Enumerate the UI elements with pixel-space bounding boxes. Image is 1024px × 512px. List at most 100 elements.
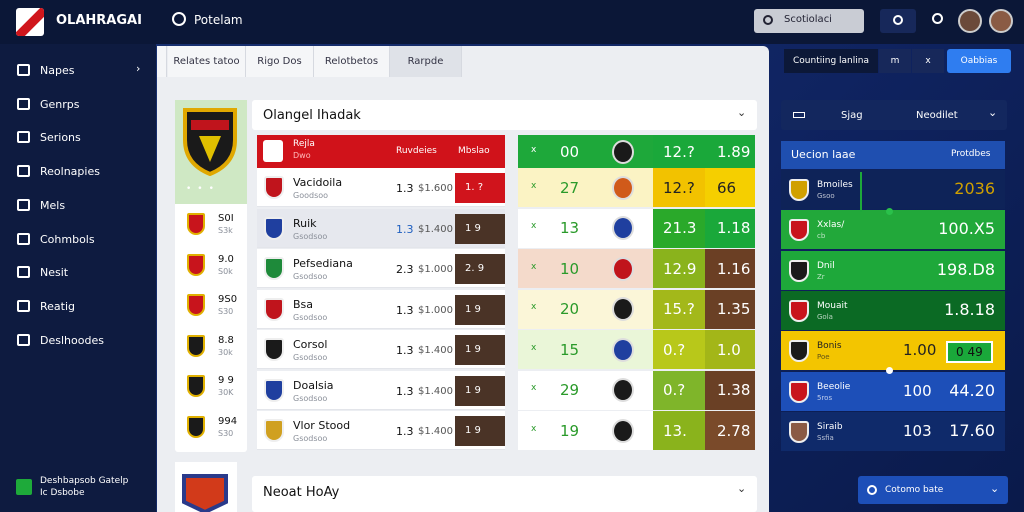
right-value[interactable]: 17.60 [949, 420, 995, 440]
filter-button[interactable]: Countiing lanlina [784, 49, 878, 73]
odds-left: 10 [560, 259, 580, 278]
odds-right[interactable]: 1.35 [705, 289, 755, 329]
odds-mid[interactable]: 0.? [653, 330, 705, 369]
nav-item[interactable]: Reatig [40, 299, 76, 313]
nav-item[interactable]: Reolnapies [40, 165, 100, 179]
odds-right[interactable]: 1.0 [705, 330, 755, 369]
nav-icon[interactable] [17, 198, 30, 211]
right-row [781, 250, 1005, 290]
row-crest [264, 419, 284, 442]
odds-right[interactable]: 1.38 [705, 370, 755, 410]
nav-item[interactable]: Genrps [40, 97, 80, 111]
right-value[interactable]: 44.20 [949, 380, 995, 400]
nav-icon[interactable] [17, 333, 30, 346]
price-box[interactable]: 1 9 [455, 416, 505, 446]
nav-item[interactable]: Napes [40, 64, 75, 77]
nav-item[interactable]: Serions [40, 131, 81, 145]
chevron[interactable]: ⌄ [737, 106, 747, 119]
user-button[interactable] [880, 9, 916, 33]
odds-mark: x [531, 144, 537, 155]
odds-right[interactable]: 66 [705, 168, 755, 207]
price-box[interactable]: 1 9 [455, 213, 505, 244]
price-box[interactable]: 1 9 [455, 294, 505, 325]
bottom-button[interactable] [858, 476, 1008, 504]
nav-item[interactable]: Deslhoodes [40, 333, 104, 347]
list-crest [187, 375, 205, 397]
nav-item[interactable]: Cohmbols [40, 232, 95, 246]
primary-button[interactable]: Oabbias [947, 49, 1011, 73]
odds-right[interactable]: 1.89 [705, 135, 755, 168]
odds-right[interactable]: 2.78 [705, 411, 755, 450]
right-value[interactable]: 0 49 [946, 341, 993, 364]
team-crest [182, 474, 228, 512]
row-crest [264, 338, 284, 361]
nav-icon[interactable] [17, 165, 30, 178]
cell: $1.000 [418, 304, 453, 316]
chevron[interactable]: ⌄ [988, 106, 998, 119]
right-value[interactable]: 198.D8 [936, 259, 995, 279]
right-name: Bonis [817, 341, 842, 352]
tab[interactable]: Relates tatoo [168, 46, 246, 77]
right-value[interactable]: 100.X5 [938, 219, 995, 239]
button-text: Oabbias [960, 56, 998, 66]
odds-mid[interactable]: 21.3 [653, 208, 705, 248]
tab[interactable]: Rarpde [390, 46, 462, 77]
odds-mid[interactable]: 0.? [653, 370, 705, 410]
chevron[interactable]: ⌄ [737, 482, 747, 495]
right-crest [789, 299, 809, 322]
nav-icon[interactable] [17, 299, 30, 312]
odds-mid[interactable]: 12.9 [653, 249, 705, 288]
list-value: 8.8 [218, 334, 234, 346]
odds-right[interactable]: 1.18 [705, 208, 755, 248]
search-icon[interactable] [932, 13, 943, 24]
right-value[interactable]: 1.8.18 [944, 299, 995, 319]
row-crest [264, 216, 284, 240]
bottom-title: Neoat HoAy [263, 485, 340, 500]
price-box[interactable]: 1 9 [455, 335, 505, 365]
list-sub: S3k [218, 226, 233, 235]
right-crest [789, 179, 809, 201]
odds-right[interactable]: 1.16 [705, 249, 755, 288]
nav-icon[interactable] [17, 64, 30, 76]
odds-mid[interactable]: 12.? [653, 168, 705, 207]
right-name: Siraib [817, 421, 843, 432]
cell: 2.3 [396, 263, 414, 276]
search-box[interactable]: Scotiolaci [754, 9, 864, 33]
cell: $1.400 [418, 385, 453, 397]
right-value[interactable]: 2036 [954, 179, 995, 198]
odds-mark: x [531, 342, 537, 353]
avatar[interactable] [989, 9, 1013, 33]
section-title: Potelam [194, 13, 243, 27]
tab[interactable]: Relotbetos [314, 46, 390, 77]
price-box[interactable]: 2. 9 [455, 254, 505, 284]
nav-icon[interactable] [17, 266, 30, 279]
avatar[interactable] [958, 9, 982, 33]
right-sub: Poe [817, 353, 830, 362]
list-value: 9 9 [218, 375, 234, 386]
team-sub: Goodsoo [293, 191, 329, 200]
list-sub: S30 [218, 428, 234, 438]
odds-mid[interactable]: 12.? [653, 135, 705, 168]
team-crest [183, 108, 237, 176]
row-crest [264, 257, 284, 280]
right-row [781, 170, 1005, 209]
nav-item[interactable]: Nesit [40, 266, 69, 280]
list-value: 994 [218, 415, 238, 427]
icon-button[interactable]: x [912, 49, 944, 73]
odds-mark: x [531, 261, 537, 272]
odds-mid[interactable]: 13. [653, 411, 705, 450]
nav-icon[interactable] [17, 97, 30, 110]
nav-icon[interactable] [17, 131, 30, 144]
nav-item[interactable]: Mels [40, 198, 66, 212]
tab[interactable]: Rigo Dos [246, 46, 314, 77]
list-value: S0I [218, 213, 234, 224]
nav-icon[interactable] [17, 232, 30, 245]
team-name: Pefsediana [293, 257, 353, 270]
right-sub: Ssfia [817, 433, 834, 442]
price-box[interactable]: 1. ? [455, 173, 505, 203]
price-box[interactable]: 1 9 [455, 375, 505, 406]
icon-button[interactable]: m [879, 49, 911, 73]
logo[interactable] [16, 8, 44, 36]
odds-mid[interactable]: 15.? [653, 289, 705, 329]
select-bar[interactable] [781, 100, 1007, 130]
